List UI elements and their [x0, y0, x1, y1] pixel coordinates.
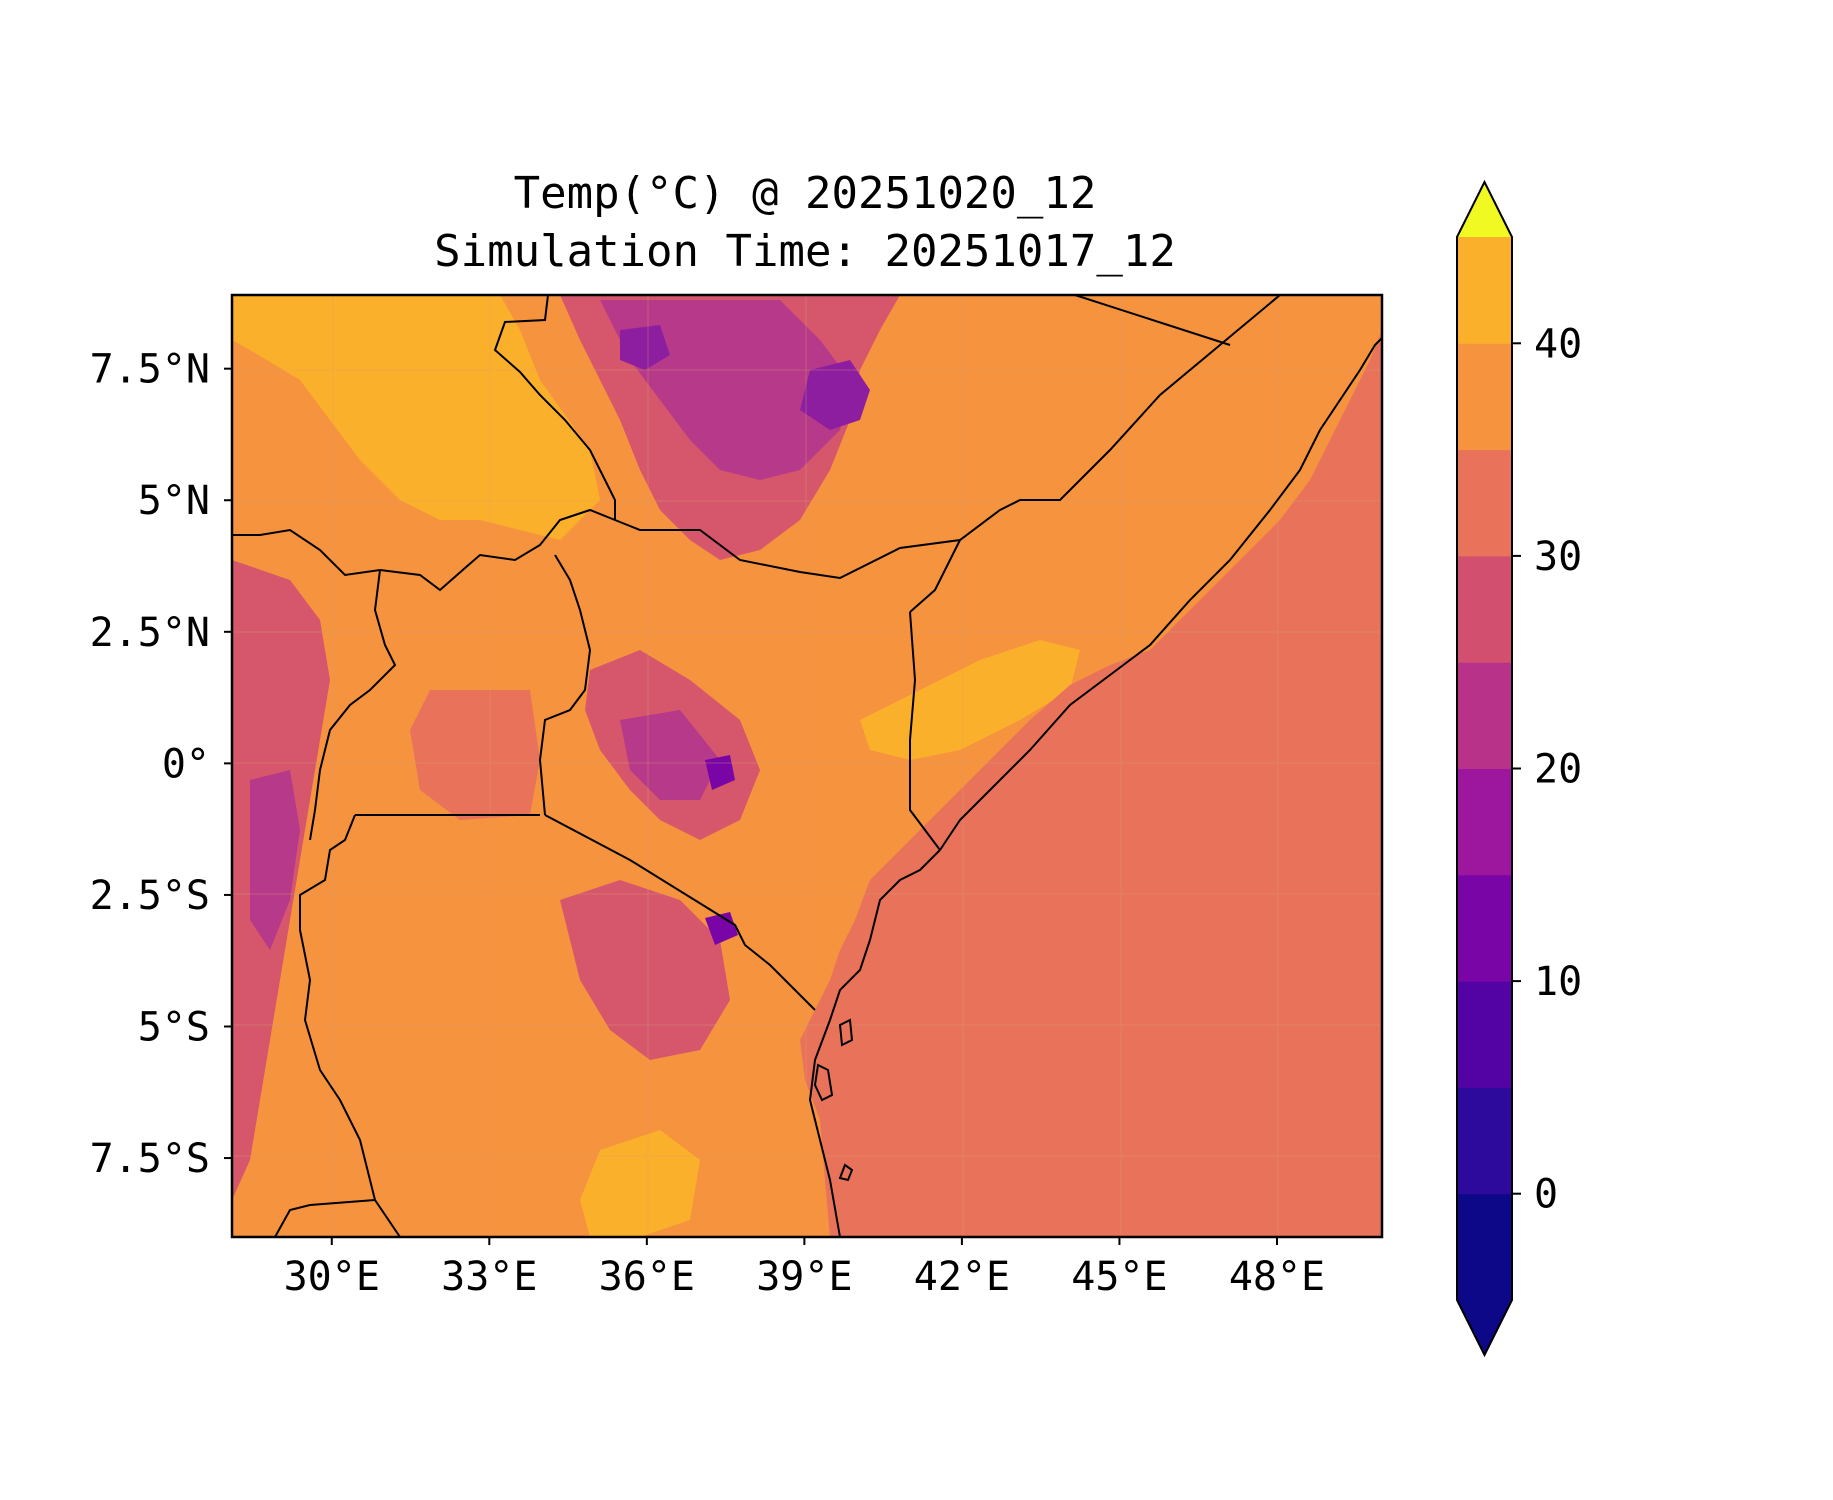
kilimanjaro-peak [705, 912, 738, 945]
x-tick-label: 36°E [599, 1254, 695, 1300]
colorbar-outline [1456, 179, 1513, 1358]
colorbar-segment [1457, 1193, 1512, 1301]
hot-region-south-sudan [232, 295, 600, 540]
colorbar-segment [1457, 343, 1512, 451]
x-tick-label: 30°E [284, 1254, 380, 1300]
x-tick-label: 39°E [756, 1254, 852, 1300]
colorbar-tick-label: 0 [1534, 1172, 1558, 1218]
colorbar-segment [1457, 662, 1512, 769]
y-tick-label: 5°S [138, 1004, 210, 1050]
y-tick-label: 2.5°S [90, 873, 210, 919]
colorbar: 0 10 20 30 40 [1456, 179, 1582, 1358]
colorbar-tick-label: 30 [1534, 534, 1582, 580]
colorbar-tick-label: 20 [1534, 747, 1582, 793]
y-tick-label: 5°N [138, 478, 210, 524]
x-axis: 30°E 33°E 36°E 39°E 42°E 45°E 48°E [284, 1237, 1325, 1300]
colorbar-segment [1457, 555, 1512, 663]
map-frame [230, 293, 1384, 1239]
mt-kenya-peak [705, 755, 735, 790]
x-tick-label: 33°E [441, 1254, 537, 1300]
colorbar-segment [1457, 874, 1512, 982]
graticule [232, 295, 1382, 1237]
x-tick-label: 48°E [1229, 1254, 1325, 1300]
colorbar-extend-max [1457, 182, 1512, 237]
map-area [232, 295, 1382, 1237]
map-title-line2: Simulation Time: 20251017_12 [434, 226, 1176, 277]
ethiopian-highlands-peak2 [620, 325, 670, 370]
y-tick-label: 0° [162, 741, 210, 787]
tanzania-highlands [560, 880, 730, 1060]
western-rift-cool [250, 770, 300, 950]
colorbar-segment [1457, 237, 1512, 344]
x-tick-label: 45°E [1071, 1254, 1167, 1300]
country-borders [232, 295, 1382, 1237]
colorbar-tick-label: 10 [1534, 959, 1582, 1005]
y-axis: 7.5°N 5°N 2.5°N 0° 2.5°S 5°S 7.5°S [90, 347, 232, 1182]
hot-region-ne-kenya [860, 640, 1080, 760]
y-tick-label: 7.5°N [90, 347, 210, 393]
colorbar-extend-min [1457, 1300, 1512, 1355]
colorbar-segment [1457, 1087, 1512, 1195]
colorbar-segment [1457, 981, 1512, 1088]
lake-victoria-area [410, 690, 540, 820]
y-tick-label: 2.5°N [90, 610, 210, 656]
islands [813, 1018, 854, 1182]
colorbar-segment [1457, 449, 1512, 557]
colorbar-segment [1457, 768, 1512, 876]
indian-ocean [800, 295, 1382, 1237]
colorbar-tick-label: 40 [1534, 321, 1582, 367]
hot-region-tanzania-south [580, 1130, 700, 1237]
kenya-highlands-cool [620, 710, 720, 800]
map-title-line1: Temp(°C) @ 20251020_12 [513, 168, 1097, 219]
y-tick-label: 7.5°S [90, 1136, 210, 1182]
ethiopian-highlands-peak [800, 360, 870, 430]
x-tick-label: 42°E [914, 1254, 1010, 1300]
